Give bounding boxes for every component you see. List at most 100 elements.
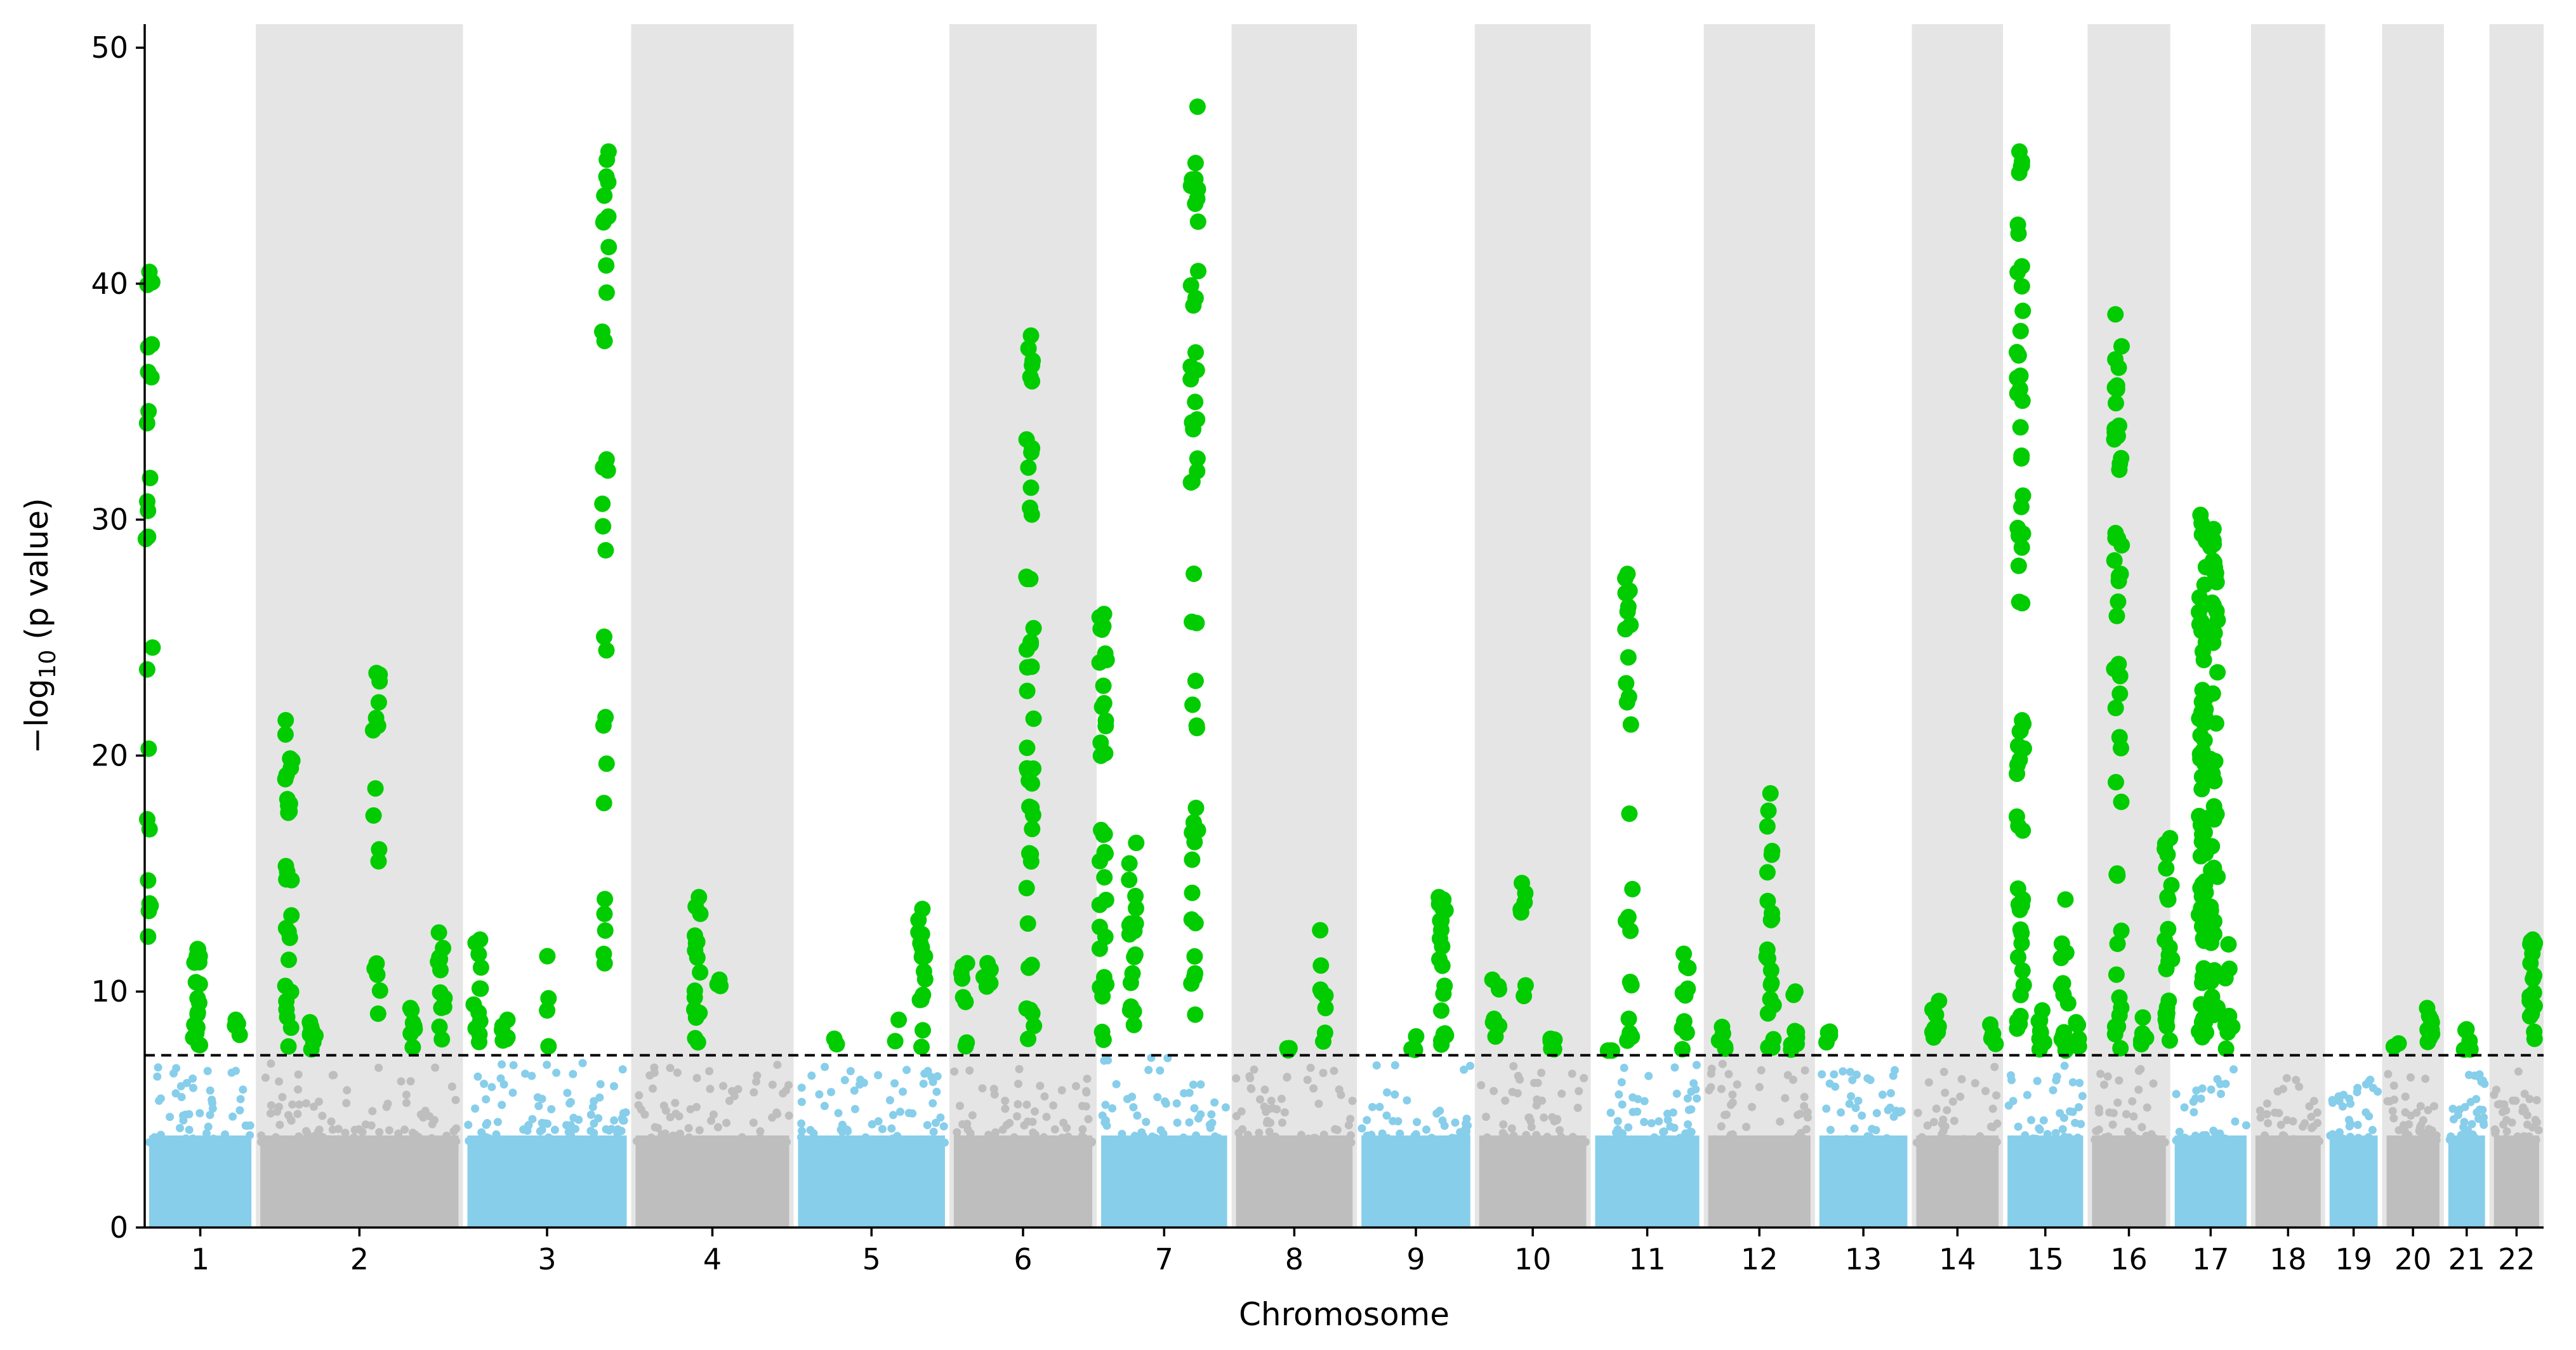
bg-point (364, 1138, 373, 1147)
bg-point (1498, 1128, 1507, 1137)
significant-point (1189, 450, 1206, 467)
bg-point (2315, 1137, 2323, 1146)
bg-point (610, 1082, 618, 1090)
bg-point (714, 1138, 723, 1147)
bg-point (2075, 1103, 2083, 1111)
bg-point (1728, 1098, 1737, 1107)
bg-point (188, 1074, 197, 1083)
bg-point (2175, 1127, 2184, 1136)
bg-point (1481, 1135, 1490, 1143)
bg-point (887, 1124, 896, 1133)
bg-point (2096, 1069, 2105, 1078)
chromosome-band-4 (631, 24, 794, 1228)
bg-point (550, 1125, 559, 1134)
bg-point (534, 1102, 543, 1111)
x-tick-label: 7 (1155, 1242, 1173, 1276)
bg-point (1462, 1119, 1470, 1128)
significant-point (2013, 539, 2030, 556)
bg-point (1197, 1137, 1206, 1146)
significant-point (2012, 322, 2029, 340)
bg-point (797, 1097, 806, 1106)
significant-point (303, 1021, 320, 1038)
significant-point (2158, 1017, 2176, 1035)
bg-point (2474, 1115, 2483, 1123)
bg-point (1194, 1114, 1203, 1123)
bg-point (1413, 1118, 1422, 1127)
background-points-body-13 (1819, 1135, 1908, 1228)
bg-point (802, 1138, 811, 1146)
bg-point (1477, 1081, 1486, 1090)
bg-point (2073, 1134, 2082, 1142)
significant-point (1019, 915, 1036, 932)
bg-point (1396, 1129, 1404, 1138)
significant-point (2203, 533, 2221, 550)
significant-point (2220, 936, 2237, 953)
bg-point (1029, 1128, 1038, 1137)
bg-point (928, 1078, 937, 1087)
bg-point (2043, 1130, 2052, 1139)
significant-point (369, 717, 386, 734)
bg-point (318, 1111, 327, 1120)
significant-point (470, 946, 487, 963)
significant-point (280, 923, 297, 940)
bg-point (309, 1102, 318, 1111)
bg-point (1210, 1098, 1219, 1107)
bg-point (432, 1135, 441, 1144)
bg-point (302, 1127, 310, 1135)
bg-point (547, 1105, 556, 1114)
significant-point (1621, 805, 1638, 822)
bg-point (893, 1132, 902, 1141)
bg-point (1260, 1085, 1269, 1094)
significant-point (594, 495, 611, 512)
bg-point (1304, 1134, 1312, 1143)
bg-point (1755, 1083, 1764, 1092)
bg-point (1557, 1132, 1566, 1141)
bg-point (1828, 1138, 1837, 1147)
bg-point (1800, 1136, 1809, 1145)
significant-point (539, 948, 556, 965)
significant-point (2112, 1040, 2129, 1057)
bg-point (2519, 1103, 2528, 1112)
bg-point (1721, 1111, 1729, 1120)
bg-point (1306, 1063, 1315, 1072)
bg-point (1403, 1096, 1411, 1105)
significant-point (1785, 986, 1802, 1003)
significant-point (1512, 901, 1529, 918)
significant-point (1126, 948, 1143, 965)
significant-point (1022, 479, 1040, 496)
bg-point (1644, 1071, 1653, 1080)
significant-point (597, 890, 614, 908)
bg-point (464, 1120, 473, 1129)
bg-point (1042, 1113, 1051, 1122)
bg-point (319, 1133, 327, 1142)
bg-point (2059, 1113, 2068, 1122)
bg-point (1889, 1113, 1898, 1121)
bg-point (1992, 1091, 2001, 1100)
bg-point (1956, 1092, 1965, 1101)
bg-point (1108, 1104, 1117, 1113)
bg-point (1830, 1070, 1839, 1079)
bg-point (156, 1130, 165, 1139)
bg-point (684, 1124, 693, 1132)
bg-point (171, 1089, 180, 1098)
bg-point (2401, 1130, 2410, 1139)
significant-point (1408, 1028, 1425, 1045)
significant-point (1679, 980, 1696, 997)
significant-point (2457, 1022, 2474, 1039)
bg-point (929, 1127, 938, 1136)
bg-point (999, 1138, 1008, 1147)
bg-point (1378, 1129, 1387, 1138)
bg-point (579, 1138, 588, 1147)
bg-point (1993, 1137, 2001, 1146)
bg-point (666, 1137, 675, 1146)
bg-point (1390, 1090, 1399, 1099)
bg-point (874, 1071, 883, 1080)
significant-point (597, 922, 614, 939)
significant-point (1617, 570, 1634, 587)
significant-point (2206, 554, 2223, 571)
bg-point (1640, 1097, 1649, 1106)
x-tick-label: 4 (703, 1242, 722, 1276)
significant-point (1763, 974, 1780, 991)
significant-point (1128, 900, 1144, 917)
bg-point (209, 1134, 218, 1143)
